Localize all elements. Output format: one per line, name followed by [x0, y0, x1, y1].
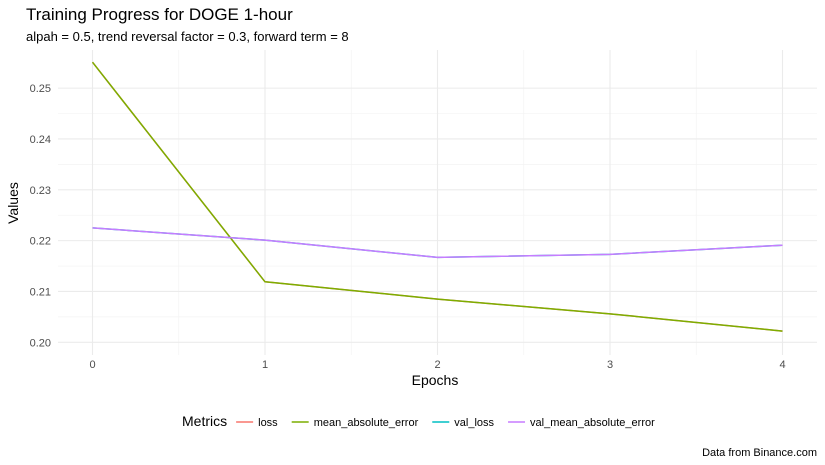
- y-tick-label: 0.23: [30, 185, 51, 197]
- x-tick-label: 1: [262, 359, 268, 371]
- legend-title: Metrics: [182, 413, 227, 429]
- legend-label: mean_absolute_error: [314, 417, 419, 429]
- y-tick-label: 0.22: [30, 236, 51, 248]
- legend-item: loss: [236, 417, 278, 429]
- x-axis-title: Epochs: [412, 372, 459, 388]
- legend-label: loss: [258, 417, 278, 429]
- grid: [58, 50, 817, 355]
- x-tick-label: 4: [779, 359, 785, 371]
- series-line-val-mean-absolute-error: [92, 227, 783, 259]
- series-line-mean-absolute-error: [91, 61, 783, 332]
- y-axis-ticks: 0.20 0.21 0.22 0.23 0.24 0.25: [30, 83, 51, 349]
- legend-label: val_mean_absolute_error: [530, 417, 655, 429]
- legend-item: val_loss: [432, 417, 495, 429]
- y-tick-label: 0.24: [30, 134, 51, 146]
- x-tick-label: 0: [89, 359, 95, 371]
- chart-title: Training Progress for DOGE 1-hour: [26, 5, 293, 24]
- series-lines: [91, 61, 783, 332]
- x-tick-label: 2: [434, 359, 440, 371]
- chart-subtitle: alpah = 0.5, trend reversal factor = 0.3…: [26, 29, 349, 44]
- legend: Metrics loss mean_absolute_error val_loss v…: [182, 413, 655, 429]
- chart-caption: Data from Binance.com: [702, 447, 817, 459]
- legend-item: mean_absolute_error: [291, 417, 419, 429]
- y-axis-title: Values: [5, 182, 21, 224]
- y-tick-label: 0.25: [30, 83, 51, 95]
- legend-label: val_loss: [454, 417, 494, 429]
- legend-item: val_mean_absolute_error: [508, 417, 655, 429]
- x-axis-ticks: 0 1 2 3 4: [89, 359, 785, 371]
- y-tick-label: 0.20: [30, 337, 51, 349]
- y-tick-label: 0.21: [30, 286, 51, 298]
- x-tick-label: 3: [607, 359, 613, 371]
